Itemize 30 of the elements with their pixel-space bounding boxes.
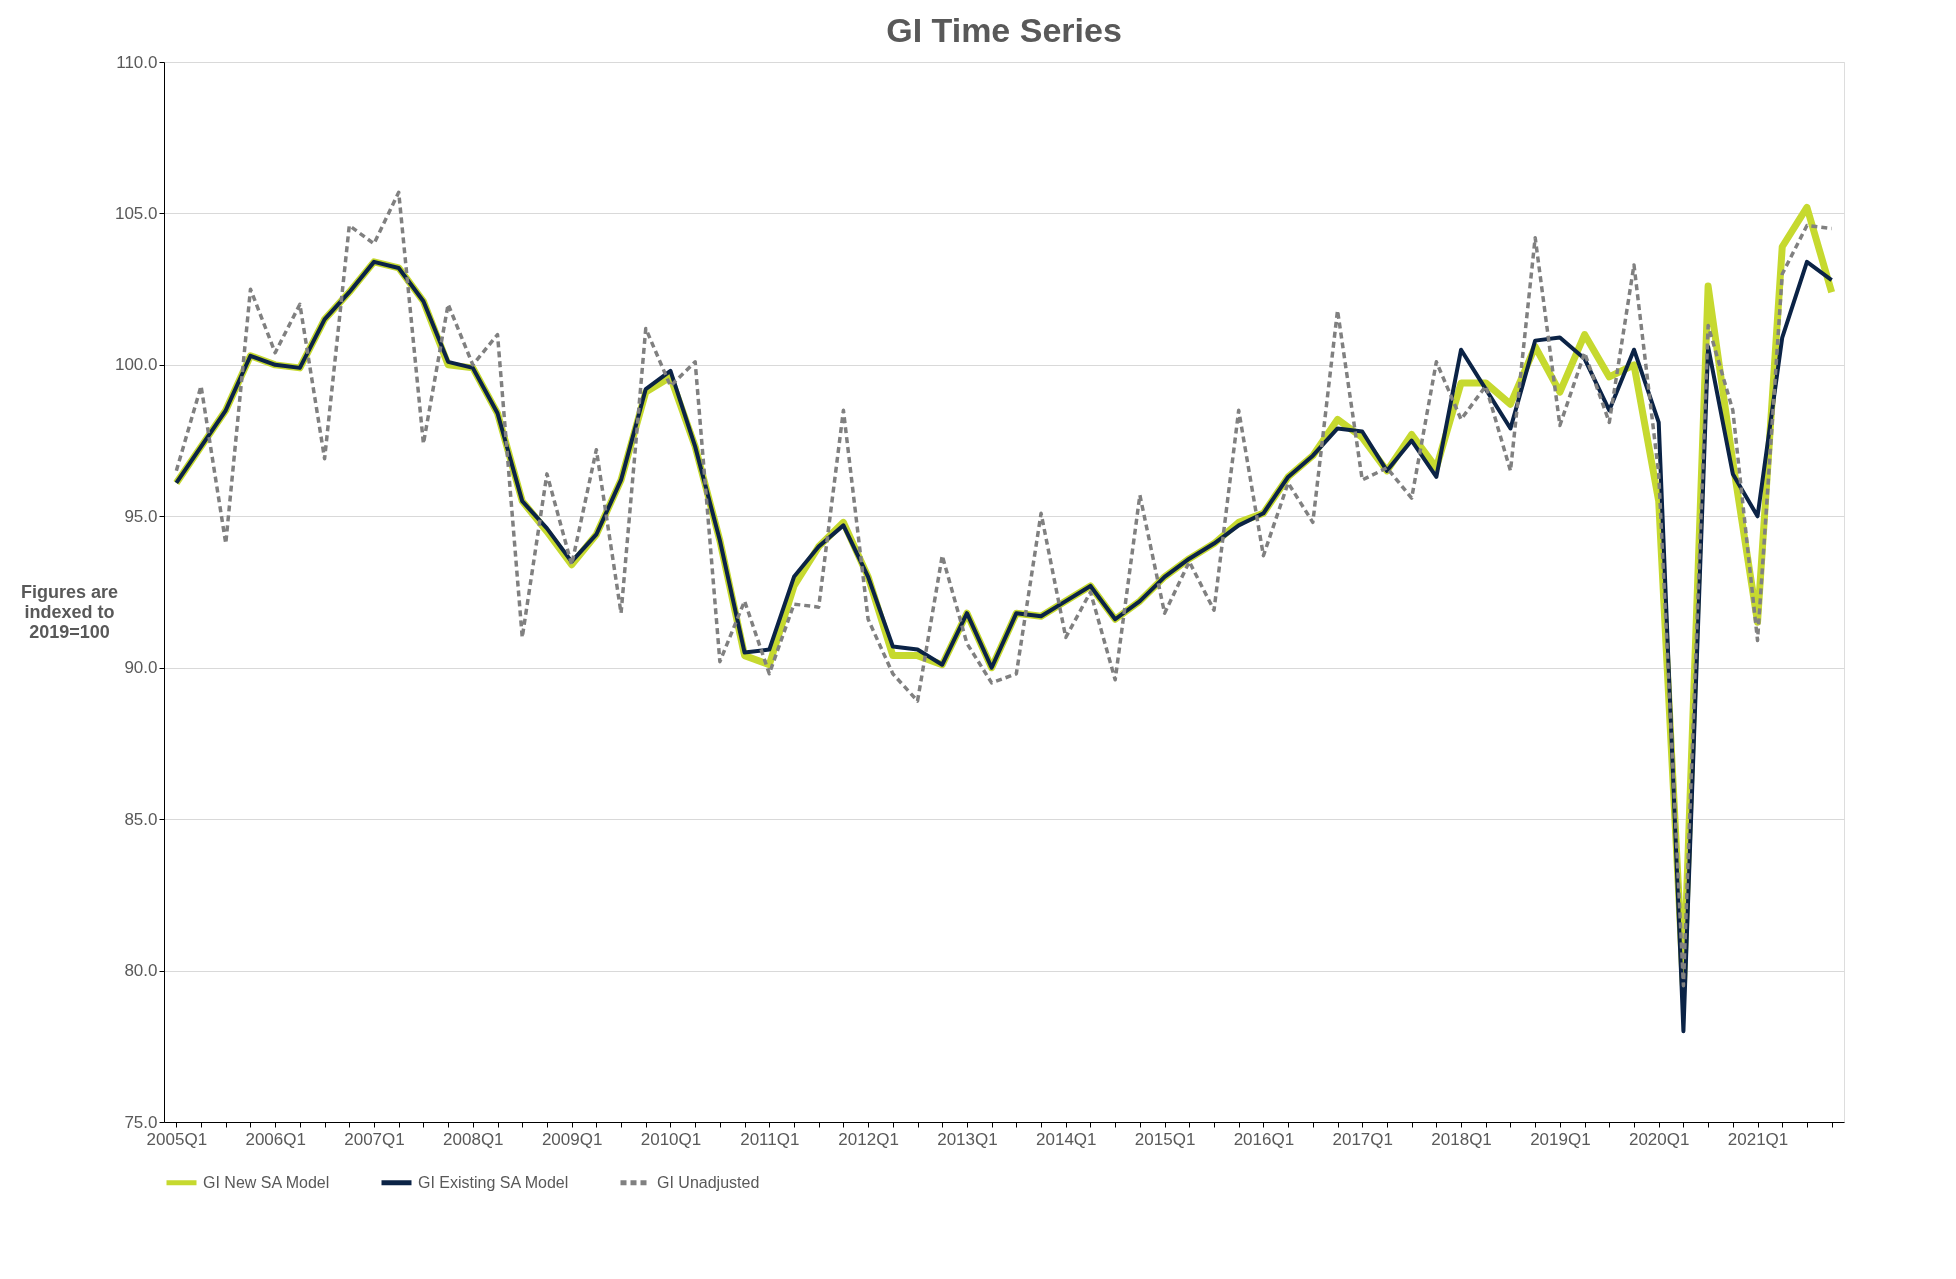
- y-axis-title: Figures are indexed to 2019=100: [20, 581, 119, 642]
- x-tick-label: 2019Q1: [1530, 1129, 1591, 1149]
- x-tick-label: 2011Q1: [740, 1129, 800, 1149]
- x-tick-label: 2016Q1: [1233, 1129, 1295, 1149]
- legend-label: GI Existing SA Model: [418, 1173, 569, 1191]
- x-tick-label: 2015Q1: [1134, 1129, 1196, 1149]
- x-tick-label: 2021Q1: [1727, 1129, 1789, 1149]
- y-tick-label: 100.0: [114, 355, 158, 375]
- x-tick-label: 2017Q1: [1332, 1129, 1393, 1149]
- x-tick-label: 2014Q1: [1036, 1129, 1097, 1149]
- y-tick-label: 105.0: [114, 203, 158, 223]
- y-tick-label: 110.0: [116, 52, 158, 72]
- x-tick-label: 2012Q1: [838, 1129, 899, 1149]
- chart-title: GI Time Series: [886, 11, 1122, 49]
- x-tick-label: 2020Q1: [1628, 1129, 1690, 1149]
- y-tick-label: 95.0: [124, 506, 158, 526]
- x-tick-label: 2006Q1: [245, 1129, 306, 1149]
- x-tick-label: 2005Q1: [146, 1129, 208, 1149]
- x-tick-label: 2013Q1: [937, 1129, 998, 1149]
- x-tick-label: 2018Q1: [1431, 1129, 1492, 1149]
- legend-label: GI New SA Model: [203, 1173, 330, 1191]
- y-tick-label: 75.0: [124, 1112, 158, 1132]
- y-tick-label: 80.0: [124, 961, 158, 981]
- y-tick-label: 90.0: [124, 658, 158, 678]
- x-tick-label: 2010Q1: [640, 1129, 702, 1149]
- legend-label: GI Unadjusted: [657, 1173, 760, 1191]
- y-tick-label: 85.0: [124, 809, 158, 829]
- x-tick-label: 2008Q1: [443, 1129, 504, 1149]
- x-tick-label: 2009Q1: [541, 1129, 603, 1149]
- x-tick-label: 2007Q1: [344, 1129, 405, 1149]
